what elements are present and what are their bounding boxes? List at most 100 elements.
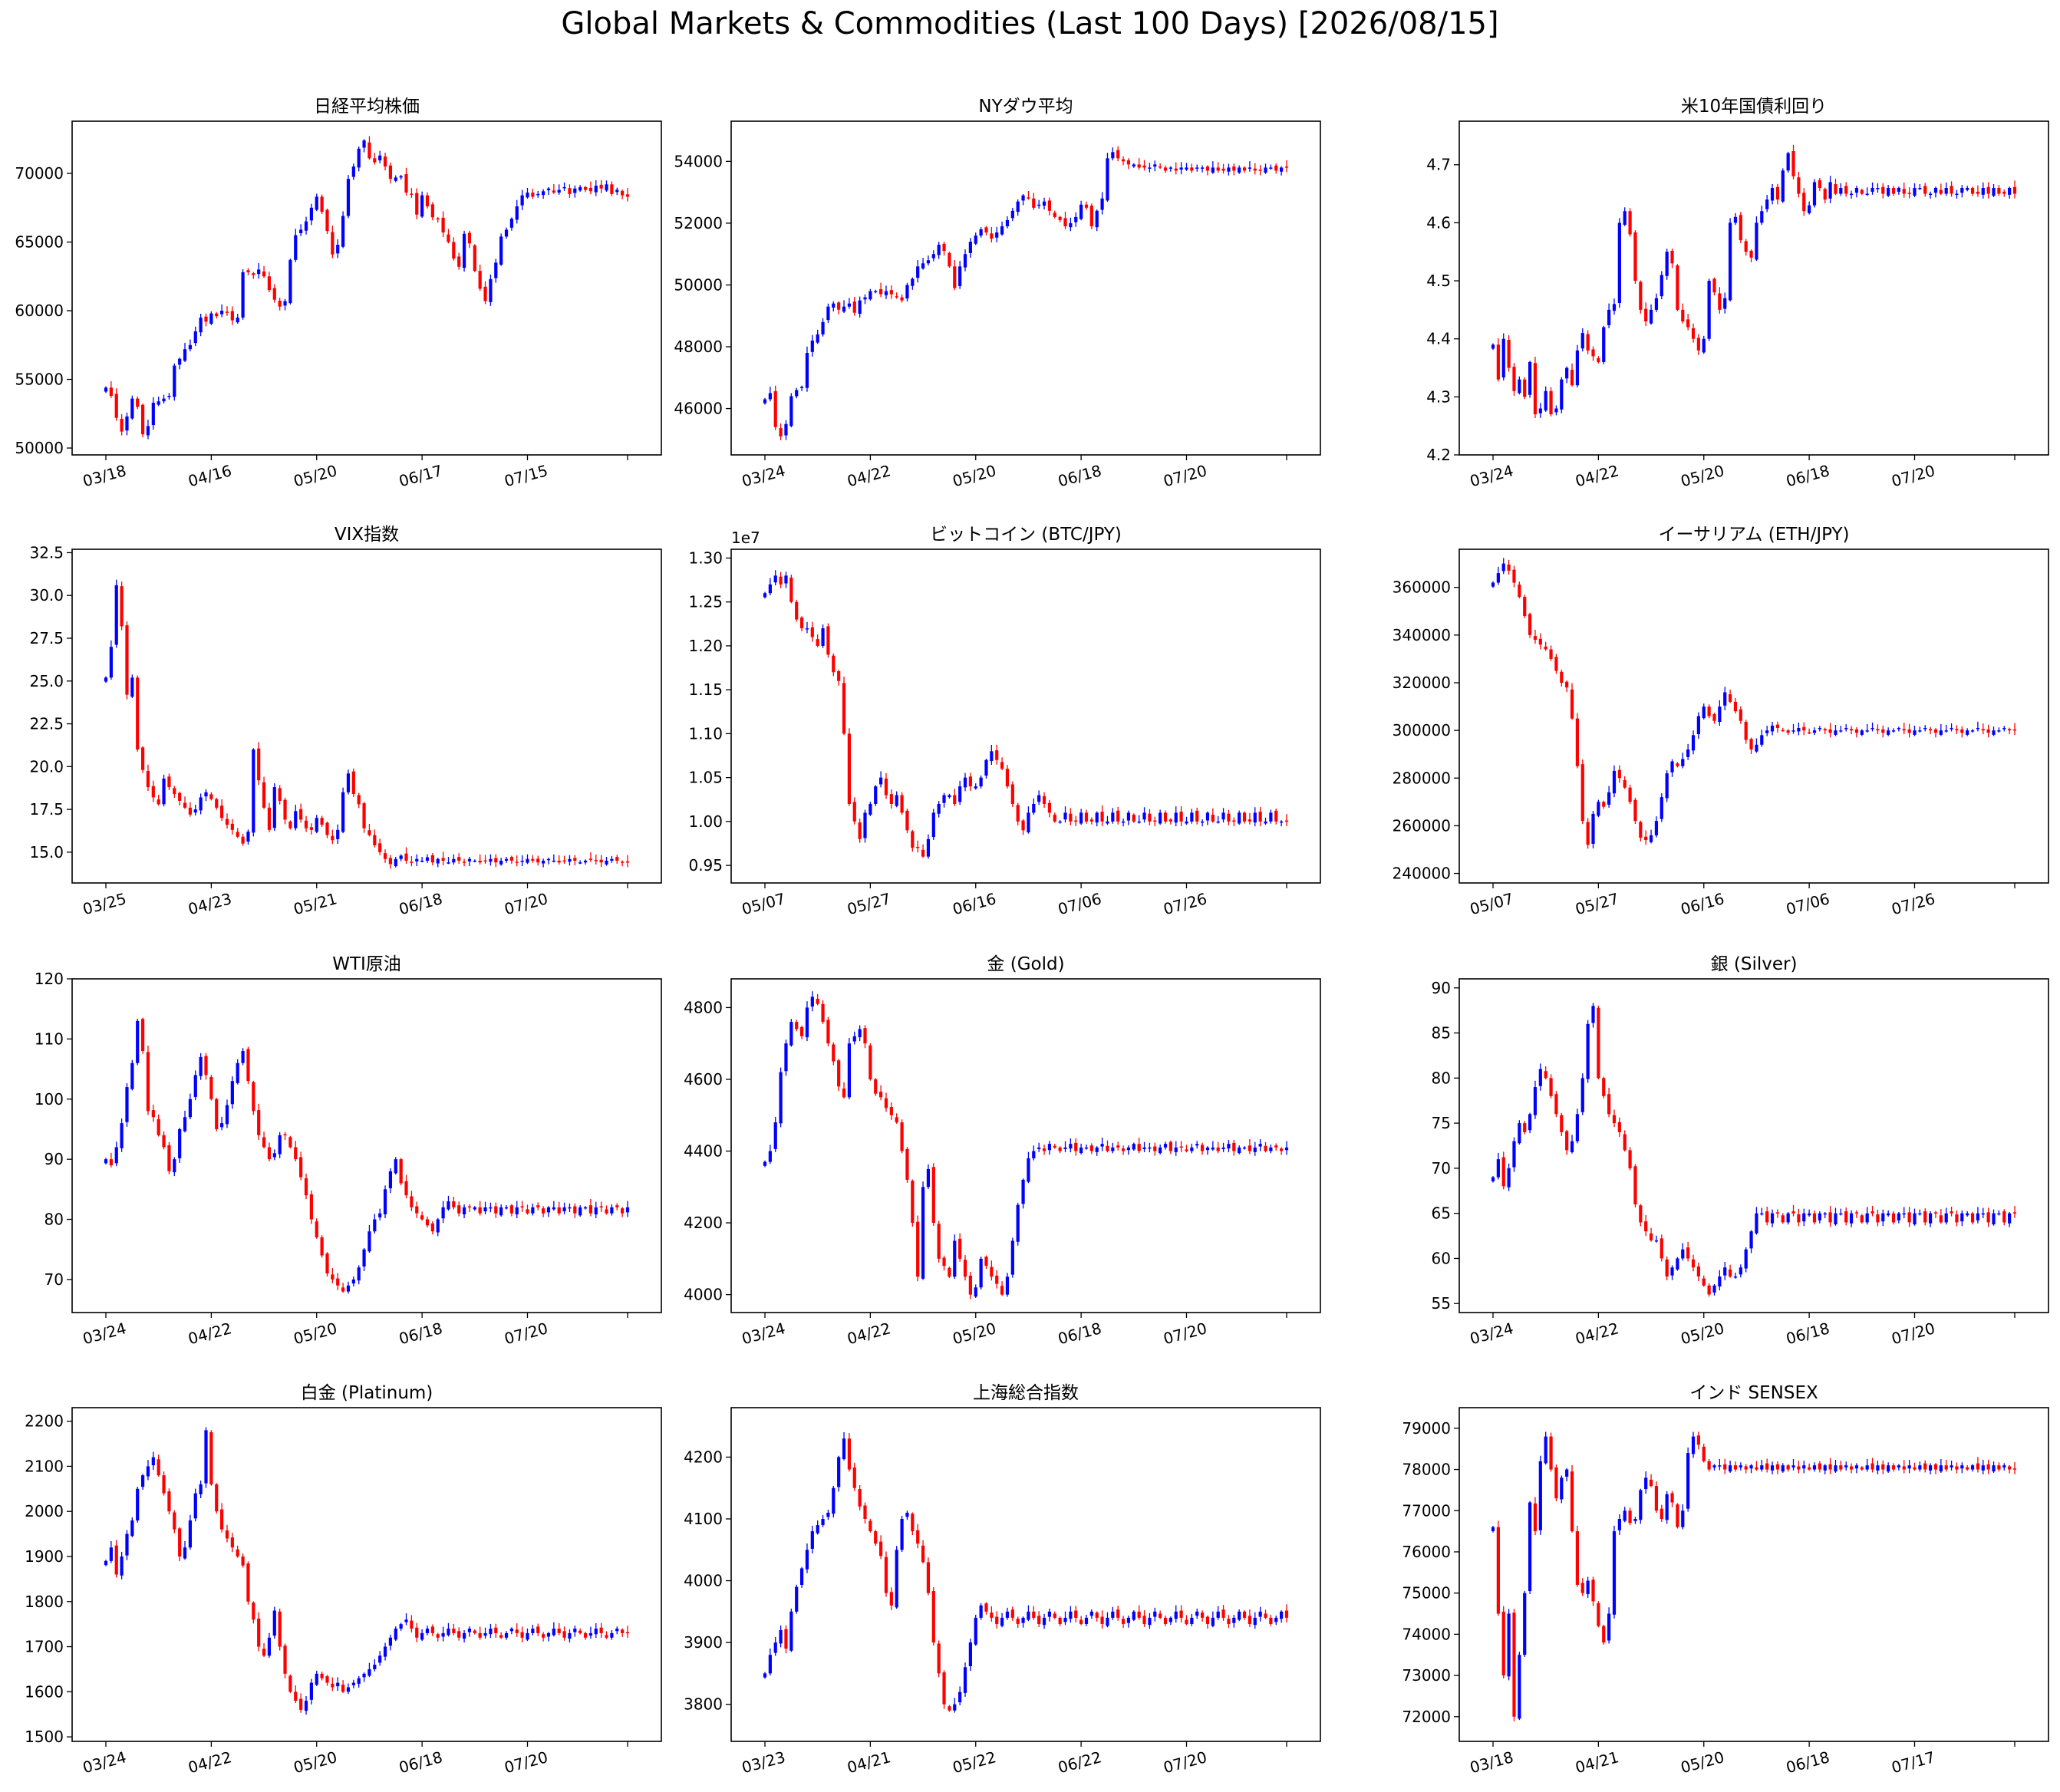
candle-body [1918, 1465, 1922, 1470]
candle-body [1100, 198, 1104, 210]
candle-body [336, 1278, 340, 1286]
candle-body [1185, 1619, 1188, 1624]
y-tick-label: 72000 [1402, 1708, 1451, 1726]
candle-body [1986, 1464, 1990, 1470]
candle-body [167, 776, 171, 788]
candle-body [1997, 1465, 2001, 1470]
y-tick-label: 4600 [684, 1070, 723, 1089]
candle-body [1159, 166, 1162, 168]
candle-body [230, 1081, 234, 1105]
candle-body [436, 218, 440, 220]
candle-body [842, 1088, 846, 1098]
candle-body [799, 1026, 804, 1036]
x-tick-label: 06/18 [1784, 461, 1831, 490]
x-tick-label: 04/21 [845, 1748, 893, 1777]
candle-body [832, 655, 836, 673]
candle-body [1491, 344, 1495, 349]
candle-body [1960, 188, 1964, 193]
candle-body [526, 1209, 529, 1214]
y-tick-label: 110 [35, 1029, 64, 1048]
candle-body [125, 1087, 129, 1122]
candle-body [483, 1207, 487, 1212]
candle-body [1163, 812, 1168, 822]
candle-body [462, 1632, 466, 1639]
candle-body [1665, 1259, 1669, 1276]
candle-body [1939, 189, 1943, 194]
candle-body [1195, 167, 1199, 169]
candle-body [1264, 1613, 1267, 1618]
candle-body [1232, 1617, 1236, 1623]
candle-body [473, 1630, 476, 1633]
candle-body [1733, 216, 1738, 223]
candle-body [926, 260, 931, 264]
candle-body [768, 393, 772, 400]
candle-body [1211, 815, 1215, 822]
candle-body [531, 1629, 535, 1633]
x-tick-label: 03/24 [740, 1319, 787, 1348]
candle-body [140, 404, 145, 435]
candle-body [378, 155, 382, 161]
candle-body [399, 855, 403, 859]
candle-body [220, 1123, 224, 1128]
candle-body [594, 186, 598, 193]
candle-body [309, 827, 313, 830]
candle-body [1580, 1078, 1584, 1112]
y-tick-label: 4.2 [1426, 446, 1451, 464]
candle-body [1512, 1612, 1516, 1717]
candle-body [995, 232, 999, 238]
candle-body [1707, 707, 1711, 716]
candle-body [1950, 728, 1953, 730]
candle-body [1691, 1436, 1696, 1454]
candle-body [188, 1520, 193, 1548]
candle-body [1523, 597, 1527, 616]
candle-body [615, 1205, 619, 1207]
candle-body [1828, 1464, 1832, 1470]
candle-body [162, 1475, 166, 1494]
candle-body [1111, 1147, 1115, 1151]
x-tick-label: 03/24 [740, 461, 787, 490]
candle-body [1950, 186, 1953, 194]
candle-body [288, 259, 292, 304]
candle-body [1681, 1510, 1685, 1527]
x-tick-label: 07/06 [1056, 889, 1103, 918]
y-tick-label: 4000 [684, 1286, 723, 1304]
candle-body [1512, 1141, 1516, 1168]
candle-body [430, 855, 434, 863]
candle-body [309, 207, 313, 221]
candle-body [1633, 232, 1637, 282]
candle-body [541, 1634, 545, 1638]
candle-body [520, 1206, 524, 1208]
candle-body [1591, 1006, 1595, 1023]
candle-body [1981, 729, 1985, 731]
candle-body [2012, 1212, 2017, 1214]
candle-body [863, 812, 867, 838]
candle-body [889, 1592, 893, 1606]
candle-body [1523, 1593, 1527, 1655]
candle-body [246, 832, 250, 842]
candle-body [368, 1668, 371, 1676]
candle-body [1686, 1453, 1690, 1509]
chart-title: イーサリアム (ETH/JPY) [1658, 525, 1849, 545]
candle-body [109, 1159, 113, 1165]
candle-body [1849, 729, 1854, 731]
candle-body [1955, 193, 1959, 196]
candle-body [294, 1147, 298, 1160]
candle-body [1284, 1147, 1289, 1151]
candle-body [1696, 1266, 1700, 1276]
candle-body [605, 184, 608, 191]
candle-body [953, 1240, 957, 1277]
candle-body [1933, 188, 1938, 193]
candle-body [763, 593, 767, 598]
candle-body [1887, 730, 1890, 735]
candle-body [373, 1219, 377, 1232]
candle-body [467, 1206, 472, 1208]
candle-body [1491, 582, 1495, 587]
candle-body [1791, 150, 1795, 176]
candle-body [789, 1022, 793, 1046]
candle-body [1649, 309, 1653, 324]
x-tick-label: 04/21 [1574, 1748, 1621, 1777]
candle-body [1095, 1147, 1099, 1152]
candle-body [552, 1629, 555, 1636]
candle-body [868, 803, 872, 815]
candle-body [199, 1056, 203, 1076]
